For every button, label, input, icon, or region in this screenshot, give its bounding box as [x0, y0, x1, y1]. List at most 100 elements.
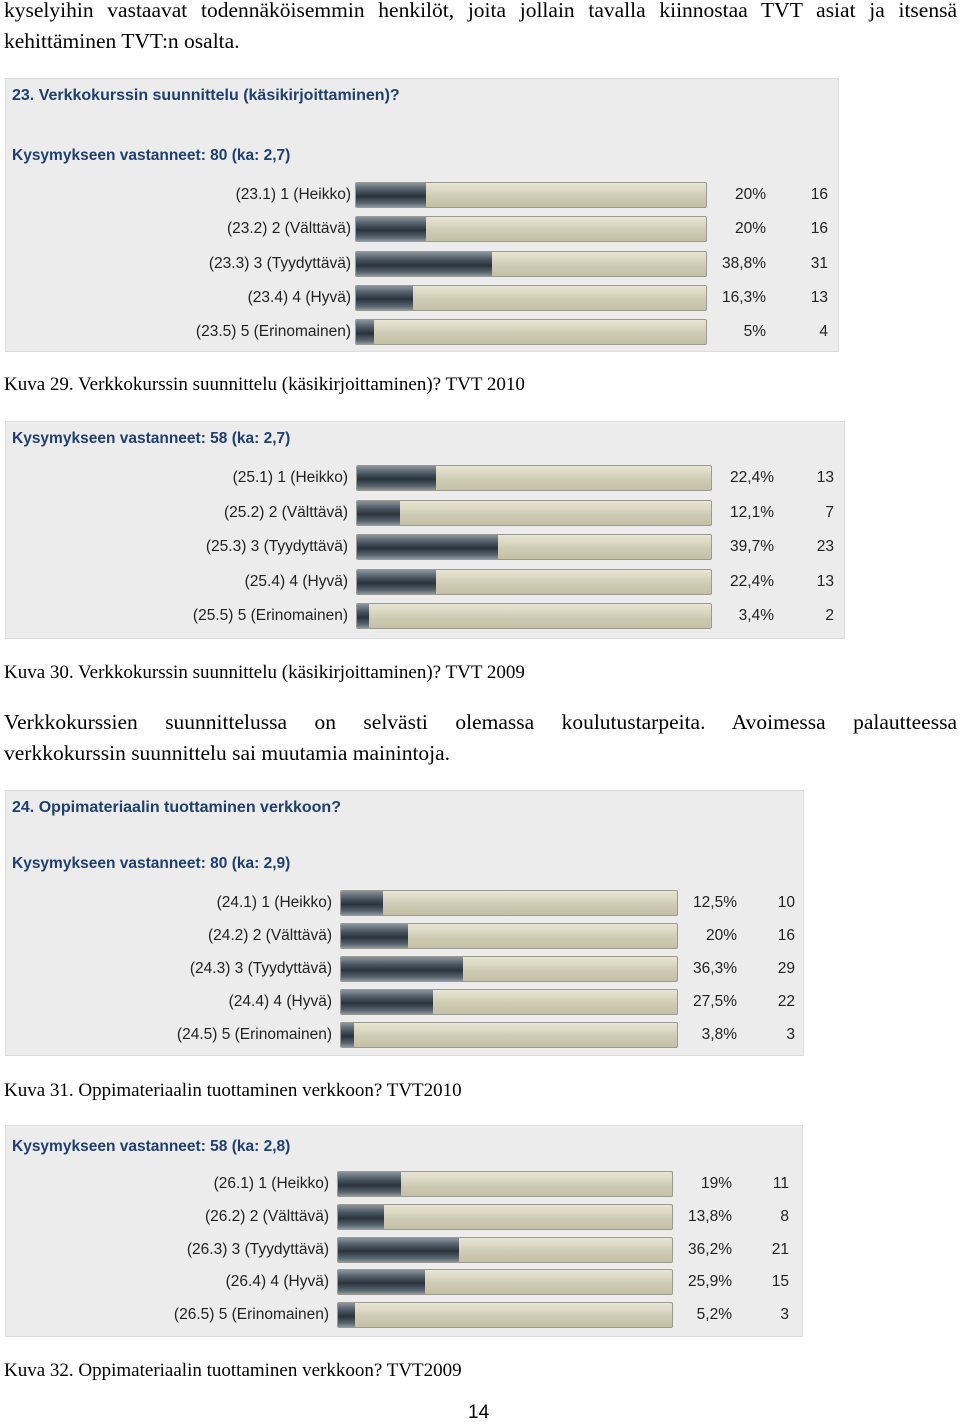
bar-track [340, 1022, 678, 1048]
category-label: (23.2) 2 (Välttävä) [226, 220, 351, 238]
bar [356, 320, 374, 345]
bar [341, 957, 463, 981]
category-label: (23.1) 1 (Heikko) [235, 186, 351, 203]
respondent-count: Kysymykseen vastanneet: 58 (ka: 2,8) [12, 1138, 291, 1155]
bar-track [340, 890, 678, 916]
count-label: 22 [777, 993, 795, 1010]
bar [341, 990, 434, 1014]
bar-track [340, 989, 678, 1015]
category-label: (26.4) 4 (Hyvä) [225, 1273, 329, 1291]
percent-label: 39,7% [730, 538, 774, 556]
count-label: 8 [780, 1207, 789, 1225]
chart-row: (25.3) 3 (Tyydyttävä) 39,7% 23 [6, 534, 844, 562]
bar-track [356, 534, 712, 561]
bar [356, 217, 426, 242]
chart-row: (24.4) 4 (Hyvä) 27,5% 22 [6, 989, 803, 1017]
percent-label: 3,8% [701, 1026, 737, 1043]
percent-label: 16,3% [722, 288, 766, 306]
bar [341, 891, 383, 915]
intro-line-2: kehittäminen TVT:n osalta. [4, 29, 240, 53]
percent-label: 25,9% [688, 1273, 732, 1291]
chart-row: (26.2) 2 (Välttävä) 13,8% 8 [6, 1203, 802, 1232]
chart-row: (24.2) 2 (Välttävä) 20% 16 [6, 923, 803, 951]
count-label: 21 [771, 1240, 789, 1258]
category-label: (23.4) 4 (Hyvä) [247, 288, 351, 306]
chart-row: (24.1) 1 (Heikko) 12,5% 10 [6, 890, 803, 918]
bar [338, 1270, 425, 1295]
figure-caption-31: Kuva 31. Oppimateriaalin tuottaminen ver… [4, 1080, 462, 1101]
count-label: 13 [816, 572, 834, 590]
chart-title: 23. Verkkokurssin suunnittelu (käsikirjo… [12, 87, 400, 104]
percent-label: 20% [705, 927, 737, 944]
chart-row: (23.3) 3 (Tyydyttävä) 38,8% 31 [6, 250, 838, 279]
chart-row: (25.5) 5 (Erinomainen) 3,4% 2 [6, 603, 844, 631]
category-label: (24.5) 5 (Erinomainen) [176, 1026, 332, 1043]
category-label: (24.4) 4 (Hyvä) [228, 993, 332, 1010]
count-label: 15 [771, 1273, 789, 1291]
chart-row: (26.3) 3 (Tyydyttävä) 36,2% 21 [6, 1236, 802, 1265]
bar [356, 285, 414, 310]
chart-row: (26.5) 5 (Erinomainen) 5,2% 3 [6, 1302, 802, 1330]
bar-track [337, 1171, 673, 1197]
bar [357, 466, 437, 490]
percent-label: 22,4% [730, 572, 774, 590]
percent-label: 5% [743, 323, 766, 341]
chart-title: 24. Oppimateriaalin tuottaminen verkkoon… [12, 799, 341, 816]
count-label: 16 [810, 220, 828, 238]
bar-track [355, 319, 707, 346]
chart-panel-25: Kysymykseen vastanneet: 58 (ka: 2,7) (25.… [5, 421, 845, 639]
chart-row: (24.5) 5 (Erinomainen) 3,8% 3 [6, 1022, 803, 1050]
paragraph-line-1: Verkkokurssien suunnittelussa on selväst… [4, 710, 957, 734]
count-label: 13 [810, 288, 828, 306]
count-label: 16 [777, 927, 795, 944]
percent-label: 27,5% [693, 993, 737, 1010]
percent-label: 3,4% [738, 607, 774, 625]
percent-label: 22,4% [730, 469, 774, 486]
bar [338, 1172, 402, 1196]
count-label: 11 [772, 1175, 789, 1192]
category-label: (26.5) 5 (Erinomainen) [173, 1306, 329, 1324]
bar [356, 251, 492, 276]
respondent-count: Kysymykseen vastanneet: 80 (ka: 2,9) [12, 855, 291, 872]
bar-track [340, 923, 678, 949]
percent-label: 36,2% [688, 1240, 732, 1258]
respondent-count: Kysymykseen vastanneet: 58 (ka: 2,7) [12, 430, 291, 447]
category-label: (25.4) 4 (Hyvä) [244, 572, 348, 590]
category-label: (24.2) 2 (Välttävä) [207, 927, 332, 944]
chart-panel-24: 24. Oppimateriaalin tuottaminen verkkoon… [5, 790, 804, 1056]
figure-caption-32: Kuva 32. Oppimateriaalin tuottaminen ver… [4, 1360, 462, 1381]
chart-panel-23: 23. Verkkokurssin suunnittelu (käsikirjo… [5, 78, 839, 352]
percent-label: 36,3% [693, 960, 737, 977]
bar-track [355, 216, 707, 243]
bar-track [337, 1236, 673, 1263]
chart-row: (23.1) 1 (Heikko) 20% 16 [6, 182, 838, 210]
paragraph-line-2: verkkokurssin suunnittelu sai muutamia m… [4, 741, 451, 765]
category-label: (25.5) 5 (Erinomainen) [192, 607, 348, 625]
chart-row: (24.3) 3 (Tyydyttävä) 36,3% 29 [6, 956, 803, 984]
count-label: 29 [777, 960, 795, 977]
bar [357, 500, 400, 525]
bar-track [337, 1269, 673, 1296]
category-label: (23.5) 5 (Erinomainen) [195, 323, 351, 341]
figure-caption-29: Kuva 29. Verkkokurssin suunnittelu (käsi… [4, 374, 525, 395]
intro-line-1: kyselyihin vastaavat todennäköisemmin he… [4, 0, 957, 22]
bar-track [356, 465, 712, 491]
percent-label: 20% [734, 186, 766, 203]
bar [338, 1204, 385, 1229]
chart-row: (26.4) 4 (Hyvä) 25,9% 15 [6, 1269, 802, 1297]
figure-caption-30: Kuva 30. Verkkokurssin suunnittelu (käsi… [4, 662, 525, 683]
bar-track [356, 499, 712, 526]
bar-track [356, 603, 712, 630]
bar-track [356, 568, 712, 595]
chart-panel-26: Kysymykseen vastanneet: 58 (ka: 2,8) (26.… [5, 1125, 803, 1337]
bar-track [355, 284, 707, 311]
bar [341, 1023, 354, 1047]
page-number: 14 [468, 1402, 490, 1423]
bar [357, 569, 437, 594]
percent-label: 38,8% [722, 254, 766, 272]
bar [356, 183, 426, 207]
category-label: (24.3) 3 (Tyydyttävä) [189, 960, 332, 977]
category-label: (26.3) 3 (Tyydyttävä) [186, 1240, 329, 1258]
count-label: 16 [810, 186, 828, 203]
bar [357, 604, 370, 629]
